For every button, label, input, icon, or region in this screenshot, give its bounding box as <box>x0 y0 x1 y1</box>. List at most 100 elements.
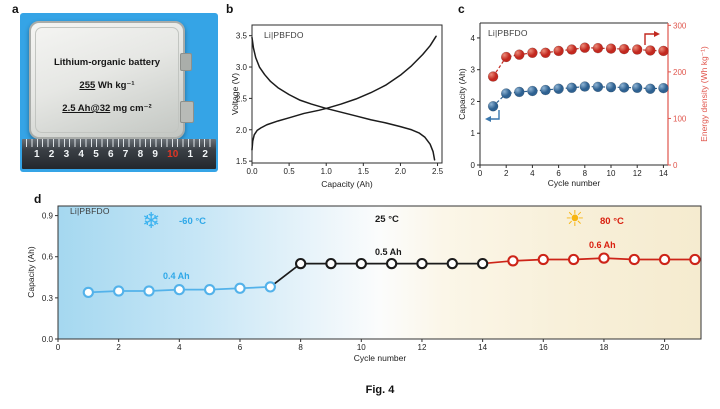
energy-density-point <box>631 44 643 55</box>
battery-capacity-loading: 2.5 Ah@32 mg cm⁻² <box>62 103 152 114</box>
25C-capacity-point <box>476 257 489 270</box>
tick-label: 0.0 <box>246 167 258 176</box>
ruler-number: 2 <box>48 149 55 160</box>
cell-label-c: Li|PBFDO <box>488 28 528 38</box>
tick-label: 0.0 <box>42 335 54 344</box>
tick-label: 18 <box>599 343 608 352</box>
energy-density-point <box>566 44 577 55</box>
hot-temperature-label: 80 °C <box>600 216 624 227</box>
snowflake-icon: ❄ <box>142 208 161 233</box>
capacity-point <box>566 82 577 94</box>
80C-capacity-point <box>628 253 640 266</box>
minus-60C-capacity-point <box>143 285 155 297</box>
tick-label: 14 <box>478 343 487 352</box>
80C-capacity-point <box>689 253 701 266</box>
ruler-number: 10 <box>167 149 179 160</box>
hot-capacity-label: 0.6 Ah <box>589 240 616 250</box>
tick-label: 12 <box>633 169 642 178</box>
panel-a-label: a <box>12 2 19 16</box>
capacity-point <box>553 83 564 95</box>
battery-energy-density: 255 Wh kg⁻¹ <box>79 80 135 91</box>
25C-capacity-point <box>385 257 398 270</box>
tick-label: 4 <box>530 169 535 178</box>
temperature-gradient-background <box>58 206 701 339</box>
x-axis-label-b: Capacity (Ah) <box>321 179 373 189</box>
tick-label: 4 <box>471 34 476 43</box>
80C-capacity-point <box>598 252 610 264</box>
capacity-point <box>487 100 499 112</box>
tick-label: 0 <box>471 161 476 170</box>
capacity-point <box>540 84 551 96</box>
ruler-number: 5 <box>93 149 99 160</box>
tick-label: 300 <box>673 21 687 30</box>
tick-label: 1.0 <box>321 167 333 176</box>
tick-label: 1 <box>471 129 476 138</box>
ruler: 1 2 3 4 5 6 7 8 9 10 1 2 <box>22 139 216 169</box>
tick-label: 20 <box>660 343 669 352</box>
energy-density-point <box>540 47 551 59</box>
minus-60C-capacity-point <box>204 283 216 296</box>
tick-label: 2.5 <box>236 94 248 103</box>
capacity-point <box>500 88 512 99</box>
energy-density-point <box>553 45 564 57</box>
80C-capacity-point <box>567 253 580 266</box>
tick-label: 0 <box>673 161 678 170</box>
left-axis-arrow-head <box>485 116 491 122</box>
tick-label: 0.9 <box>42 212 54 221</box>
ruler-number: 8 <box>137 149 144 160</box>
minus-60C-capacity-point <box>82 286 94 299</box>
battery-name: Lithium-organic battery <box>53 57 161 68</box>
cell-label-d: Li|PBFDO <box>70 206 110 216</box>
pouch-cell: Lithium-organic battery 255 Wh kg⁻¹ 2.5 … <box>29 21 194 139</box>
energy-density-point <box>487 71 499 82</box>
tick-label: 2 <box>471 97 476 106</box>
battery-tab-icon <box>180 53 192 71</box>
minus-60C-capacity-point <box>264 281 276 293</box>
cold-temperature-label: -60 °C <box>179 216 207 227</box>
tick-label: 1.5 <box>358 167 370 176</box>
panel-d-label: d <box>34 192 42 206</box>
battery-tab-icon <box>180 101 194 123</box>
plot-frame <box>251 24 443 164</box>
energy-density-point <box>592 42 604 54</box>
80C-capacity-point <box>507 255 519 267</box>
discharge-curve <box>251 36 436 161</box>
tick-label: 0.5 <box>284 167 296 176</box>
ruler-number: 2 <box>202 149 208 160</box>
cell-label-b: Li|PBFDO <box>264 30 304 40</box>
tick-label: 2 <box>504 169 509 178</box>
chart-temperature-cycling: 0 2 4 6 8 10 12 14 16 18 20 0.0 0.3 0.6 0.9 <box>42 205 702 352</box>
tick-label: 4 <box>177 343 182 352</box>
tick-label: 6 <box>556 169 561 178</box>
left-y-axis-label-c: Capacity (Ah) <box>457 68 467 120</box>
battery-photo: Lithium-organic battery 255 Wh kg⁻¹ 2.5 … <box>20 13 218 172</box>
energy-density-point <box>618 43 630 55</box>
sun-icon: ☀ <box>565 206 585 231</box>
tick-label: 16 <box>539 343 548 352</box>
capacity-point <box>605 81 617 93</box>
room-temperature-label: 25 °C <box>375 214 399 225</box>
capacity-point <box>645 83 656 95</box>
tick-label: 100 <box>673 114 687 123</box>
energy-density-point <box>605 43 617 54</box>
x-axis-label-c: Cycle number <box>547 178 601 188</box>
80C-capacity-point <box>537 253 549 266</box>
figure-caption: Fig. 4 <box>365 384 395 396</box>
energy-density-point <box>500 51 512 63</box>
capacity-point <box>631 82 643 94</box>
plot-frame <box>57 205 702 340</box>
energy-density-point <box>645 45 656 56</box>
energy-density-point <box>579 42 591 53</box>
ruler-number: 9 <box>152 149 158 160</box>
25C-capacity-point <box>446 257 458 270</box>
25C-capacity-point <box>416 257 428 270</box>
capacity-point <box>658 82 669 94</box>
panel-b-label: b <box>226 2 234 16</box>
capacity-point <box>527 85 538 97</box>
tick-label: 14 <box>659 169 668 178</box>
tick-label: 2.5 <box>432 167 444 176</box>
right-axis-arrow <box>644 33 655 45</box>
x-axis-label-d: Cycle number <box>353 353 407 363</box>
battery-labels: Lithium-organic battery 255 Wh kg⁻¹ 2.5 … <box>31 57 183 114</box>
tick-label: 2.0 <box>236 126 248 135</box>
